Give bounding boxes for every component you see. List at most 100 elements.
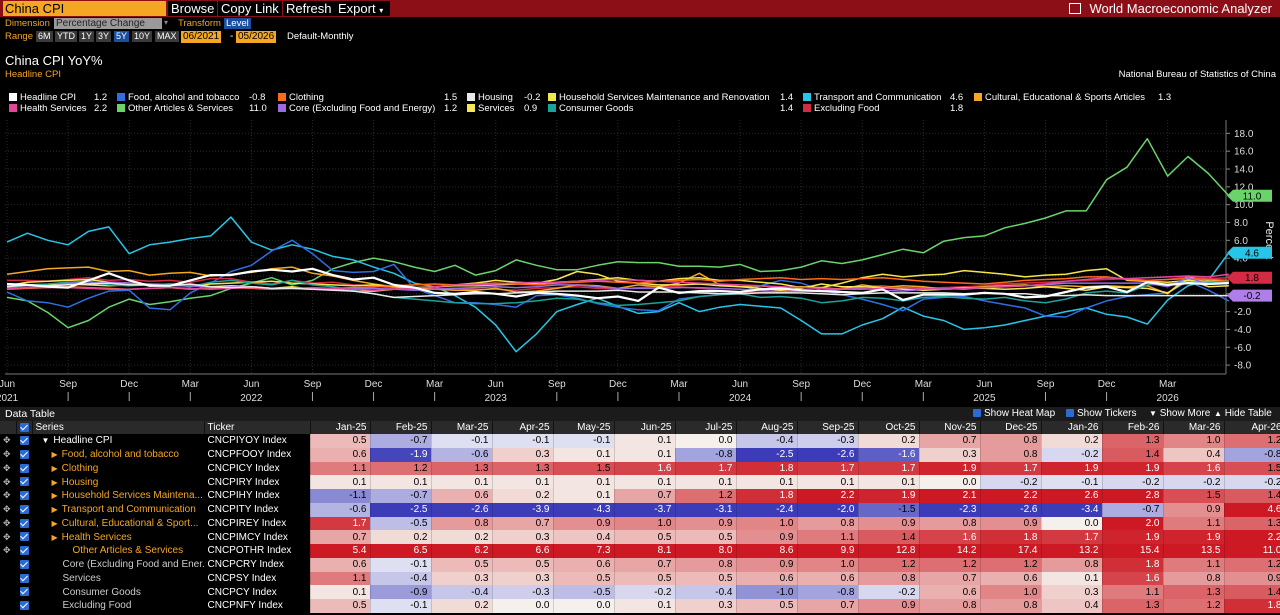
series-name[interactable]: Excluding Food bbox=[32, 599, 205, 613]
range-max[interactable]: MAX bbox=[155, 31, 179, 42]
month-column-header[interactable]: Mar-26 bbox=[1163, 421, 1225, 434]
series-line[interactable] bbox=[7, 276, 1229, 293]
month-column-header[interactable]: Nov-25 bbox=[919, 421, 981, 434]
app-title-link[interactable]: World Macroeconomic Analyzer bbox=[1069, 1, 1272, 16]
series-name[interactable]: ▶ Cultural, Educational & Sport... bbox=[32, 516, 205, 531]
select-all-checkbox[interactable] bbox=[16, 421, 33, 434]
export-button[interactable]: Export ▾ bbox=[335, 1, 390, 16]
month-column-header[interactable]: Jun-25 bbox=[614, 421, 676, 434]
show-more-button[interactable]: ▼ Show More bbox=[1149, 408, 1210, 419]
table-row[interactable]: Excluding Food CNCPNFY Index 0.5 -0.1 0.2 0.0… bbox=[0, 599, 1280, 613]
row-checkbox[interactable] bbox=[16, 571, 33, 586]
browse-button[interactable]: Browse bbox=[168, 1, 218, 16]
month-column-header[interactable]: Apr-25 bbox=[492, 421, 554, 434]
table-row[interactable]: ✥ ▶ Transport and Communication CNCPITY Ind… bbox=[0, 502, 1280, 517]
expand-icon[interactable]: ▶ bbox=[51, 532, 58, 542]
legend-item[interactable]: Excluding Food 1.8 bbox=[803, 103, 963, 114]
series-name[interactable]: ▶ Household Services Maintena... bbox=[32, 489, 205, 503]
series-line[interactable] bbox=[6, 276, 1229, 291]
legend-item[interactable]: Housing -0.2 bbox=[467, 92, 540, 103]
expand-icon[interactable]: ▶ bbox=[51, 450, 58, 460]
legend-item[interactable]: Headline CPI 1.2 bbox=[9, 92, 107, 103]
copy-link-button[interactable]: Copy Link bbox=[218, 1, 282, 16]
row-drag-handle[interactable]: ✥ bbox=[0, 489, 17, 503]
frequency-select[interactable]: Default-Monthly bbox=[287, 31, 354, 42]
transform-level-toggle[interactable]: Level bbox=[224, 18, 251, 29]
row-drag-handle[interactable]: ✥ bbox=[0, 530, 17, 544]
month-column-header[interactable]: Sep-25 bbox=[797, 421, 859, 434]
table-row[interactable]: Consumer Goods CNCPCY Index 0.1 -0.9 -0.4 -0.… bbox=[0, 585, 1280, 599]
dimension-select[interactable]: Percentage Change bbox=[54, 18, 162, 29]
expand-icon[interactable]: ▶ bbox=[51, 463, 58, 473]
month-column-header[interactable]: May-25 bbox=[553, 421, 615, 434]
month-column-header[interactable]: Feb-25 bbox=[370, 421, 432, 434]
series-name[interactable]: ▶ Housing bbox=[32, 475, 205, 489]
row-checkbox[interactable] bbox=[16, 544, 33, 558]
row-checkbox[interactable] bbox=[16, 434, 33, 448]
expand-icon[interactable]: ▶ bbox=[51, 505, 58, 515]
row-checkbox[interactable] bbox=[16, 447, 33, 462]
table-row[interactable]: Core (Excluding Food and Ener... CNCPCRY … bbox=[0, 557, 1280, 572]
range-6m[interactable]: 6M bbox=[36, 31, 53, 42]
series-name[interactable]: ▶ Clothing bbox=[32, 461, 205, 476]
series-name[interactable]: Core (Excluding Food and Ener... bbox=[32, 557, 205, 572]
month-column-header[interactable]: Jan-25 bbox=[310, 421, 371, 434]
month-column-header[interactable]: Apr-26 bbox=[1224, 421, 1280, 434]
expand-icon[interactable]: ▶ bbox=[51, 518, 58, 528]
row-checkbox[interactable] bbox=[16, 585, 33, 599]
legend-item[interactable]: Household Services Maintenance and Renov… bbox=[548, 92, 793, 103]
series-line[interactable] bbox=[6, 239, 1230, 318]
series-line[interactable] bbox=[6, 279, 1229, 307]
row-drag-handle[interactable]: ✥ bbox=[0, 502, 17, 517]
legend-item[interactable]: Health Services 2.2 bbox=[9, 103, 107, 114]
security-input[interactable]: China CPI bbox=[3, 1, 166, 16]
series-name[interactable]: Services bbox=[32, 571, 205, 586]
table-row[interactable]: ✥ ▶ Housing CNCPIRY Index 0.1 0.1 0.1 0.1 0.1 0.1… bbox=[0, 475, 1280, 489]
table-row[interactable]: ✥ ▼ Headline CPI CNCPIYOY Index 0.5 -0.7 -0.1-… bbox=[0, 434, 1280, 448]
table-row[interactable]: ✥ Other Articles & Services CNCPOTHR Index… bbox=[0, 544, 1280, 558]
month-column-header[interactable]: Jul-25 bbox=[675, 421, 737, 434]
row-drag-handle[interactable] bbox=[0, 557, 17, 572]
month-column-header[interactable]: Oct-25 bbox=[858, 421, 920, 434]
series-column-header[interactable]: Series bbox=[32, 421, 205, 434]
table-row[interactable]: ✥ ▶ Clothing CNCPICY Index 1.1 1.2 1.3 1.3 1.5 1.… bbox=[0, 461, 1280, 476]
row-checkbox[interactable] bbox=[16, 461, 33, 476]
series-name[interactable]: ▶ Transport and Communication bbox=[32, 502, 205, 517]
legend-item[interactable]: Transport and Communication 4.6 bbox=[803, 92, 963, 103]
row-drag-handle[interactable]: ✥ bbox=[0, 447, 17, 462]
row-checkbox[interactable] bbox=[16, 489, 33, 503]
end-date-input[interactable]: 05/2026 bbox=[236, 31, 277, 43]
legend-item[interactable]: Other Articles & Services 11.0 bbox=[117, 103, 267, 114]
row-drag-handle[interactable]: ✥ bbox=[0, 516, 17, 531]
legend-item[interactable]: Core (Excluding Food and Energy) 1.2 bbox=[278, 103, 457, 114]
legend-item[interactable]: Cultural, Educational & Sports Articles 1… bbox=[974, 92, 1171, 103]
range-3y[interactable]: 3Y bbox=[96, 31, 112, 42]
table-row[interactable]: ✥ ▶ Health Services CNCPIMCY Index 0.7 0.2 0.2… bbox=[0, 530, 1280, 544]
row-drag-handle[interactable] bbox=[0, 599, 17, 613]
refresh-button[interactable]: Refresh bbox=[283, 1, 335, 16]
collapse-icon[interactable]: ▼ bbox=[41, 436, 50, 446]
hide-table-button[interactable]: ▲ Hide Table bbox=[1214, 408, 1272, 419]
series-line[interactable] bbox=[6, 137, 1230, 329]
month-column-header[interactable]: Mar-25 bbox=[431, 421, 493, 434]
legend-item[interactable]: Consumer Goods 1.4 bbox=[548, 103, 793, 114]
row-drag-handle[interactable] bbox=[0, 571, 17, 586]
expand-icon[interactable]: ▶ bbox=[51, 491, 58, 501]
series-line[interactable] bbox=[6, 282, 1229, 299]
table-row[interactable]: ✥ ▶ Cultural, Educational & Sport... CNCPIR… bbox=[0, 516, 1280, 531]
series-name[interactable]: Consumer Goods bbox=[32, 585, 205, 599]
table-row[interactable]: Services CNCPSY Index 1.1 -0.4 0.3 0.3 0.5 0.5 0… bbox=[0, 571, 1280, 586]
row-checkbox[interactable] bbox=[16, 516, 33, 531]
series-name[interactable]: ▶ Food, alcohol and tobacco bbox=[32, 447, 205, 462]
range-5y[interactable]: 5Y bbox=[114, 31, 130, 42]
table-row[interactable]: ✥ ▶ Household Services Maintena... CNCPIHY … bbox=[0, 489, 1280, 503]
range-1y[interactable]: 1Y bbox=[79, 31, 95, 42]
row-drag-handle[interactable]: ✥ bbox=[0, 544, 17, 558]
series-name[interactable]: Other Articles & Services bbox=[32, 544, 205, 558]
show-heat-map-toggle[interactable]: Show Heat Map bbox=[973, 408, 1055, 419]
legend-item[interactable]: Services 0.9 bbox=[467, 103, 537, 114]
series-line[interactable] bbox=[6, 268, 1229, 289]
expand-icon[interactable]: ▶ bbox=[51, 477, 58, 487]
row-drag-handle[interactable]: ✥ bbox=[0, 461, 17, 476]
row-checkbox[interactable] bbox=[16, 557, 33, 572]
